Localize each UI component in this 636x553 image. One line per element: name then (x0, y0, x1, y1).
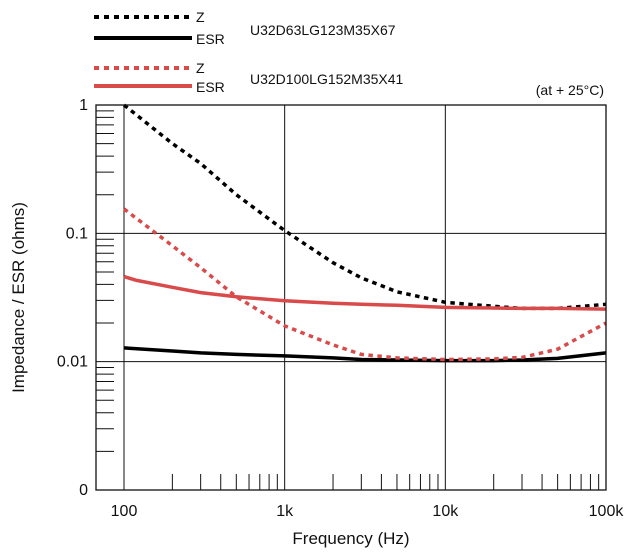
x-tick-label: 100 (111, 503, 138, 520)
x-tick-label: 1k (276, 503, 294, 520)
legend-esr-label: ESR (196, 31, 225, 47)
legend-part-number: U32D100LG152M35X41 (250, 71, 404, 87)
x-tick-label: 10k (432, 503, 459, 520)
temperature-note: (at + 25°C) (536, 82, 604, 98)
x-tick-label: 100k (589, 503, 625, 520)
legend-part-number: U32D63LG123M35X67 (250, 22, 396, 38)
u32d63lg123m35x67-esr-series-line (123, 346, 607, 363)
series-layer (122, 103, 607, 363)
u32d100lg152m35x41-z-series-line (122, 207, 607, 362)
y-tick-label: 0.1 (66, 225, 88, 242)
grid-layer (96, 105, 606, 490)
plot-frame (95, 104, 607, 491)
axis-layer: 100 1k 10k 100k 0 0.01 0.1 1 Frequency (Hz) Imped… (9, 82, 624, 548)
legend-z-label: Z (196, 9, 205, 25)
x-axis-title: Frequency (Hz) (292, 529, 409, 548)
u32d100lg152m35x41-esr-series-line (123, 274, 607, 311)
y-axis-title: Impedance / ESR (ohms) (9, 202, 28, 393)
y-tick-label: 0 (79, 482, 88, 499)
legend: Z ESR U32D63LG123M35X67 Z ESR U32D100LG152M35… (94, 9, 404, 95)
y-tick-label: 1 (79, 97, 88, 114)
legend-z-label: Z (196, 60, 205, 76)
u32d63lg123m35x67-z-series-line (122, 103, 607, 311)
legend-esr-label: ESR (196, 79, 225, 95)
y-tick-label: 0.01 (57, 354, 88, 371)
